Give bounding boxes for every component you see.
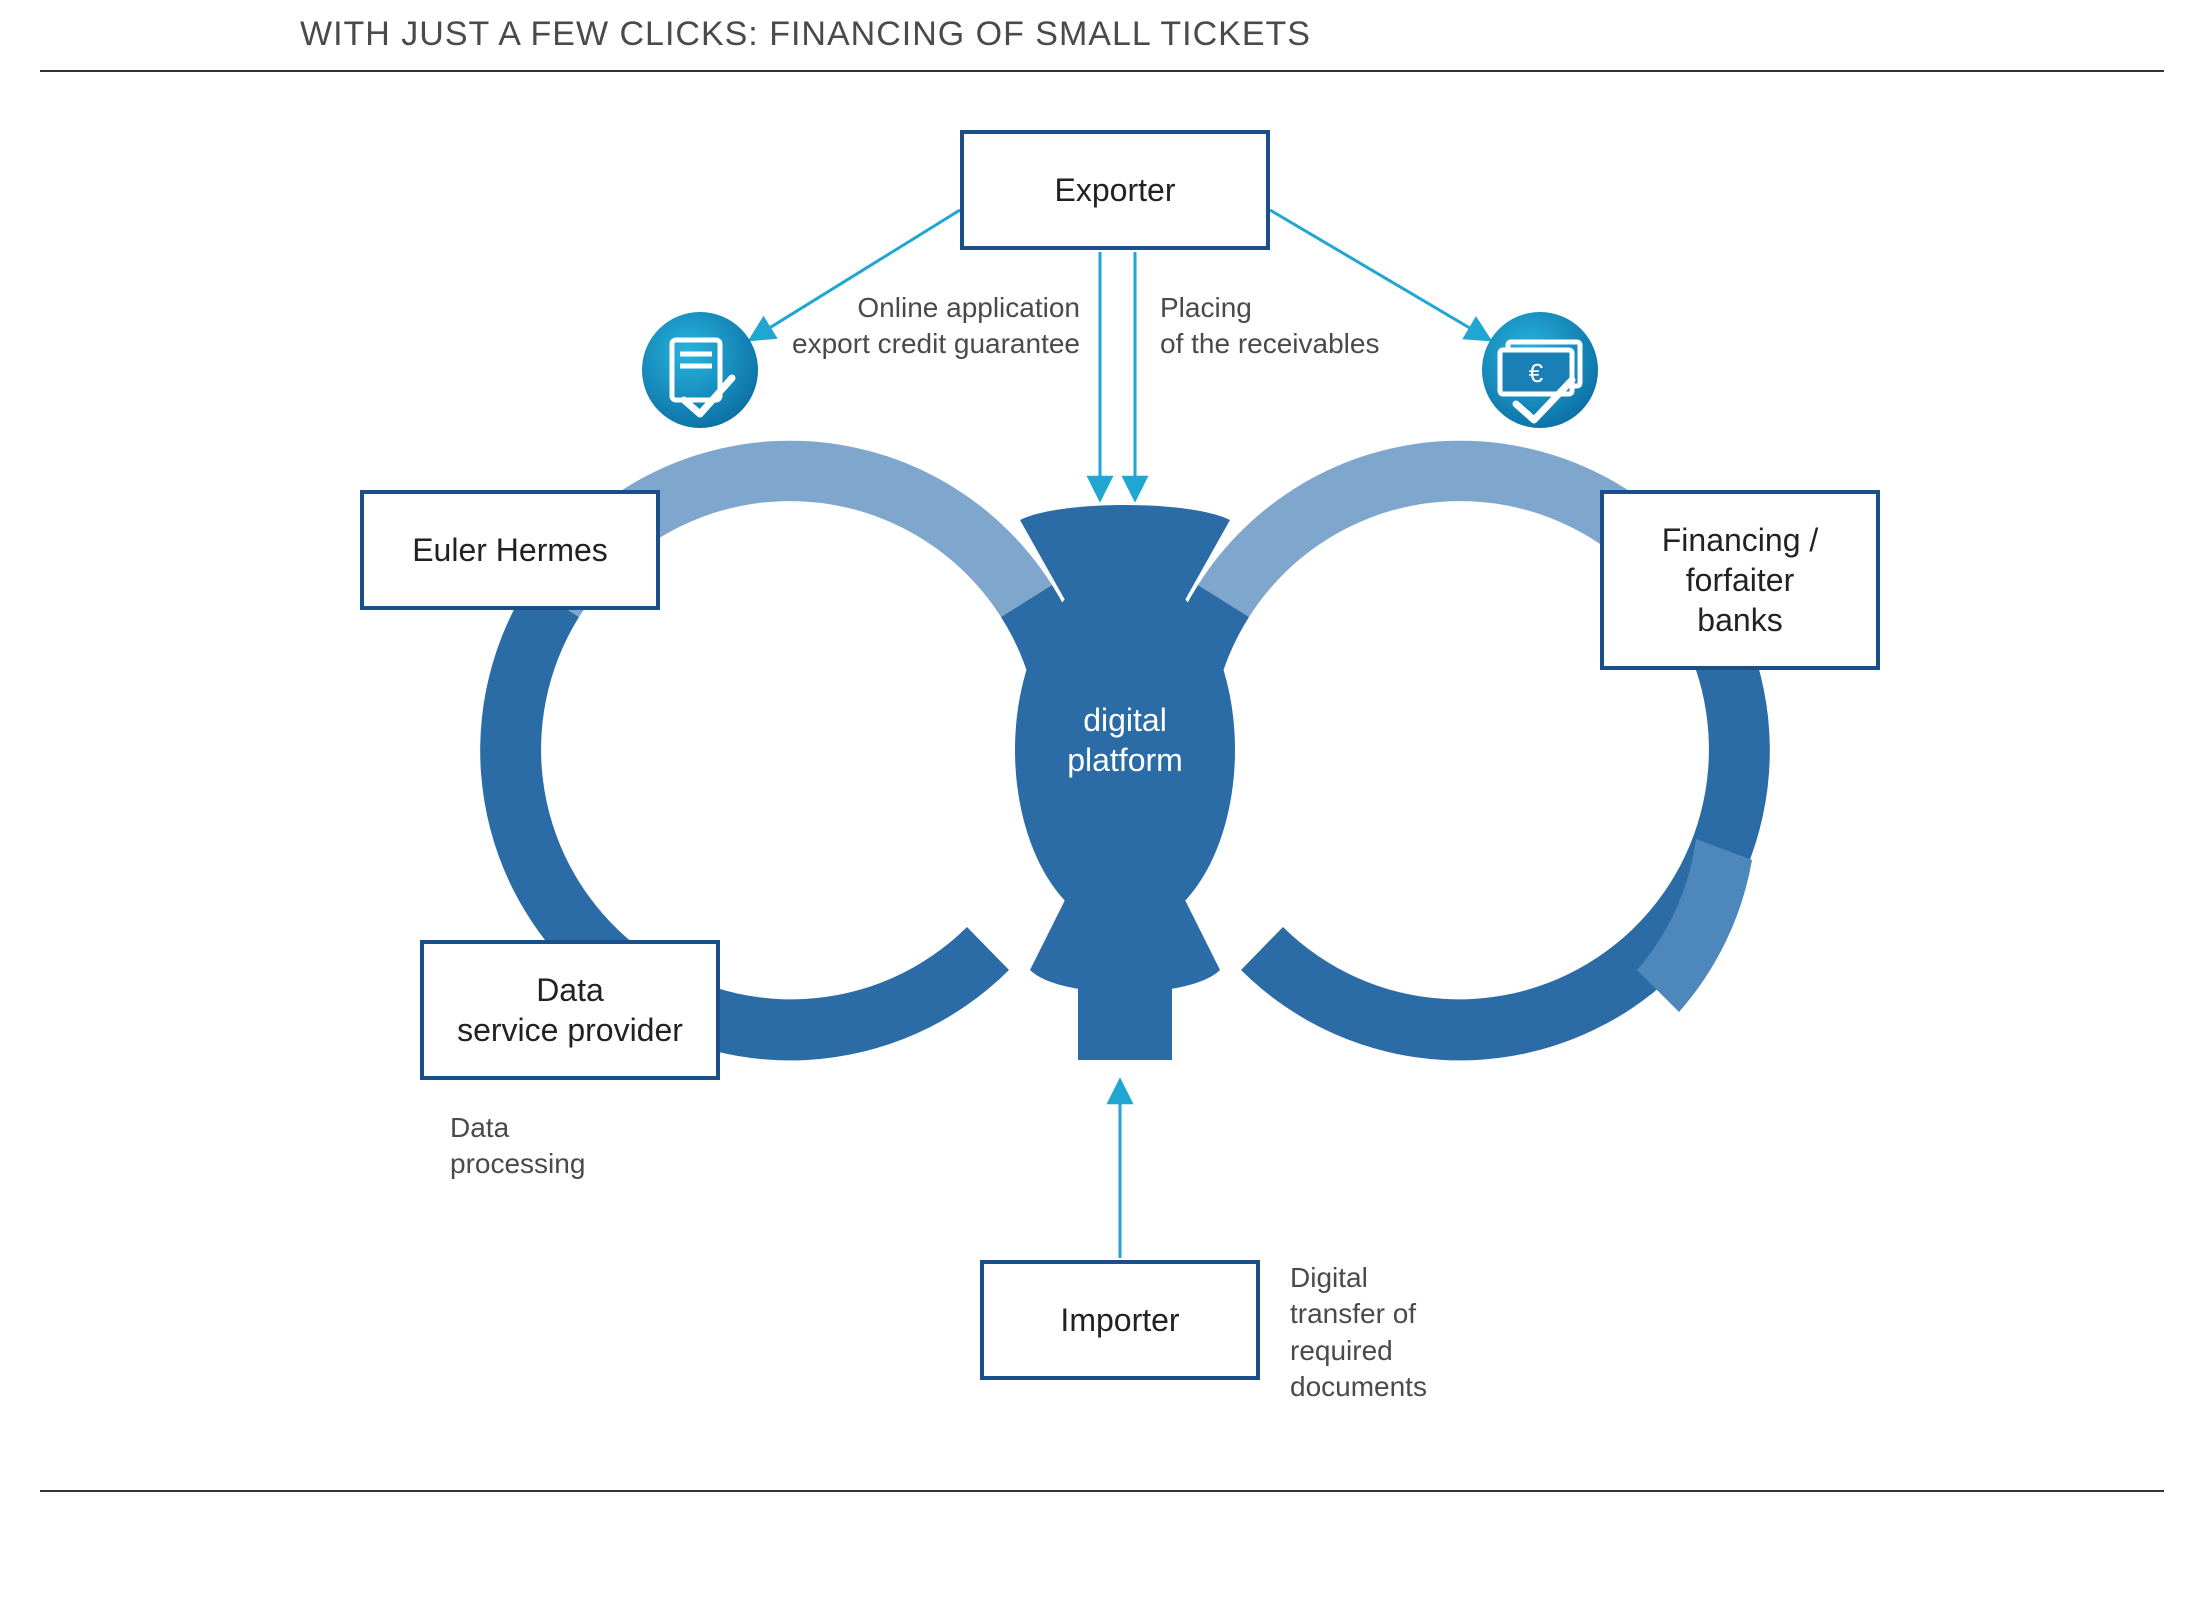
label-online-application-l2: export credit guarantee bbox=[792, 328, 1080, 359]
label-online-application: Online application export credit guarant… bbox=[780, 290, 1080, 363]
center-label-line2: platform bbox=[1067, 742, 1183, 778]
data-provider-box: Data service provider bbox=[420, 940, 720, 1080]
document-check-icon bbox=[642, 312, 758, 428]
banks-box: Financing / forfaiter banks bbox=[1600, 490, 1880, 670]
banks-line2: forfaiter bbox=[1686, 562, 1794, 598]
importer-label: Importer bbox=[1060, 1300, 1179, 1340]
label-digital-transfer-l3: required bbox=[1290, 1335, 1393, 1366]
label-digital-transfer-l2: transfer of bbox=[1290, 1298, 1416, 1329]
euler-hermes-box: Euler Hermes bbox=[360, 490, 660, 610]
label-digital-transfer: Digital transfer of required documents bbox=[1290, 1260, 1427, 1406]
euler-hermes-label: Euler Hermes bbox=[412, 530, 608, 570]
label-data-processing: Data processing bbox=[450, 1110, 585, 1183]
label-placing-l2: of the receivables bbox=[1160, 328, 1379, 359]
exporter-box: Exporter bbox=[960, 130, 1270, 250]
center-label-line1: digital bbox=[1083, 702, 1167, 738]
label-data-processing-l2: processing bbox=[450, 1148, 585, 1179]
label-data-processing-l1: Data bbox=[450, 1112, 509, 1143]
label-placing-l1: Placing bbox=[1160, 292, 1252, 323]
center-neck-bottom bbox=[1078, 960, 1172, 1060]
data-provider-line2: service provider bbox=[457, 1012, 683, 1048]
banks-line3: banks bbox=[1697, 602, 1782, 638]
label-online-application-l1: Online application bbox=[857, 292, 1080, 323]
page: WITH JUST A FEW CLICKS: FINANCING OF SMA… bbox=[0, 0, 2204, 1598]
importer-box: Importer bbox=[980, 1260, 1260, 1380]
label-placing: Placing of the receivables bbox=[1160, 290, 1379, 363]
label-digital-transfer-l1: Digital bbox=[1290, 1262, 1368, 1293]
center-label: digital platform bbox=[1025, 700, 1225, 780]
money-check-icon: € bbox=[1482, 312, 1598, 428]
label-digital-transfer-l4: documents bbox=[1290, 1371, 1427, 1402]
data-provider-line1: Data bbox=[536, 972, 604, 1008]
exporter-label: Exporter bbox=[1055, 170, 1176, 210]
svg-text:€: € bbox=[1529, 358, 1544, 388]
banks-line1: Financing / bbox=[1662, 522, 1819, 558]
